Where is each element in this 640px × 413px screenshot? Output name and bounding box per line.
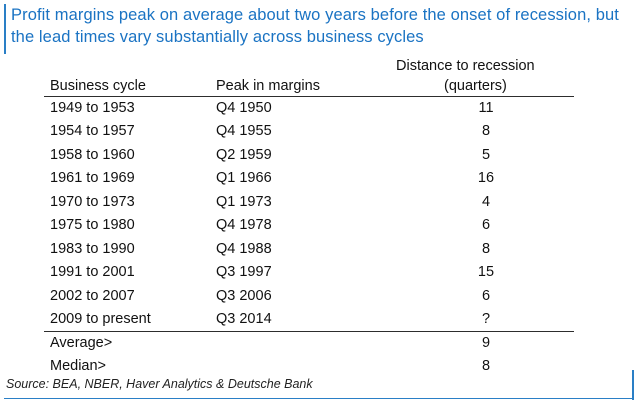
cell-cycle: 1954 to 1957 [50, 123, 135, 139]
cell-cycle: 1949 to 1953 [50, 100, 135, 116]
table-row: 1991 to 2001 Q3 1997 15 [0, 261, 640, 284]
table-row: 1949 to 1953 Q4 1950 11 [0, 97, 640, 120]
cell-peak: Q4 1988 [216, 241, 272, 257]
cell-distance: 15 [477, 264, 495, 280]
cell-peak: Q4 1950 [216, 100, 272, 116]
cell-cycle: 2002 to 2007 [50, 288, 135, 304]
cell-cycle: 1970 to 1973 [50, 194, 135, 210]
table-row: 2002 to 2007 Q3 2006 6 [0, 285, 640, 308]
table-row: 1983 to 1990 Q4 1988 8 [0, 238, 640, 261]
cell-distance: 6 [481, 217, 491, 233]
table-row: 1958 to 1960 Q2 1959 5 [0, 144, 640, 167]
cell-distance: 16 [477, 170, 495, 186]
cell-peak: Q4 1978 [216, 217, 272, 233]
table-row: 1970 to 1973 Q1 1973 4 [0, 191, 640, 214]
cell-distance: 8 [481, 241, 491, 257]
cell-peak: Q2 1959 [216, 147, 272, 163]
title-accent-rule [4, 4, 6, 54]
cell-distance: ? [481, 311, 491, 327]
cell-cycle: 1958 to 1960 [50, 147, 135, 163]
cell-distance: 8 [481, 123, 491, 139]
cell-cycle: 1983 to 1990 [50, 241, 135, 257]
bottom-accent-rule [4, 398, 634, 399]
cell-cycle: 1961 to 1969 [50, 170, 135, 186]
summary-value: 9 [481, 335, 491, 351]
summary-value: 8 [481, 358, 491, 374]
cell-cycle: 2009 to present [50, 311, 151, 327]
summary-label: Median> [50, 358, 107, 374]
header-distance-line1: Distance to recession [396, 58, 535, 74]
cell-peak: Q3 2006 [216, 288, 272, 304]
cell-peak: Q1 1973 [216, 194, 272, 210]
source-note: Source: BEA, NBER, Haver Analytics & Deu… [6, 377, 313, 391]
summary-rule [44, 331, 574, 332]
header-rule [44, 96, 574, 97]
cell-cycle: 1975 to 1980 [50, 217, 135, 233]
cell-distance: 5 [481, 147, 491, 163]
cell-peak: Q3 2014 [216, 311, 272, 327]
header-peak-in-margins: Peak in margins [216, 78, 320, 94]
header-distance-line2: (quarters) [444, 78, 507, 94]
header-business-cycle: Business cycle [50, 78, 146, 94]
summary-row-median: Median> 8 [0, 355, 640, 378]
cell-distance: 11 [478, 100, 494, 116]
cell-peak: Q4 1955 [216, 123, 272, 139]
table-row: 1954 to 1957 Q4 1955 8 [0, 120, 640, 143]
summary-label: Average> [50, 335, 113, 351]
table-row: 1961 to 1969 Q1 1966 16 [0, 167, 640, 190]
summary-row-average: Average> 9 [0, 332, 640, 355]
cell-cycle: 1991 to 2001 [50, 264, 135, 280]
table-title: Profit margins peak on average about two… [11, 6, 619, 46]
cell-distance: 6 [481, 288, 491, 304]
table-row: 2009 to present Q3 2014 ? [0, 308, 640, 331]
table-row: 1975 to 1980 Q4 1978 6 [0, 214, 640, 237]
cell-distance: 4 [481, 194, 491, 210]
right-accent-rule [632, 370, 634, 400]
cell-peak: Q1 1966 [216, 170, 272, 186]
cell-peak: Q3 1997 [216, 264, 272, 280]
